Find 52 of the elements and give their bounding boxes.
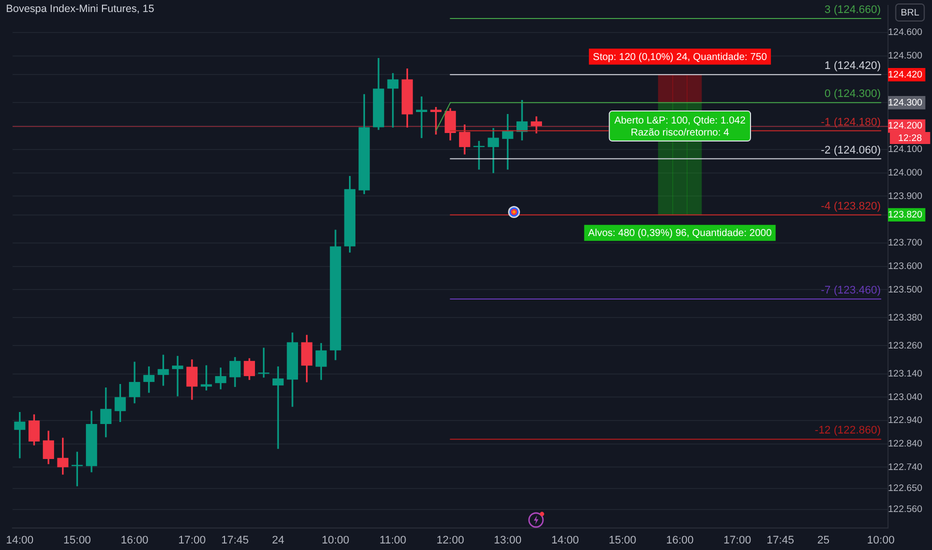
y-tick-label: 122.940 xyxy=(888,415,922,426)
y-tick-label: 123.600 xyxy=(888,260,922,272)
series-label: 3 (124.660) xyxy=(824,4,881,16)
text: 12:28 xyxy=(898,133,922,144)
y-tick-label: 123.700 xyxy=(888,238,922,249)
y-tick-label: 123.500 xyxy=(888,284,922,296)
x-tick-label: 12:00 xyxy=(436,534,464,547)
y-tick-label: 123.260 xyxy=(888,340,922,352)
y-tick-label: 123.040 xyxy=(888,392,922,403)
y-tick-label: 124.000 xyxy=(888,167,922,178)
series-label: -4 (123.820) xyxy=(820,200,881,212)
x-tick-label: 25 xyxy=(817,534,830,547)
x-tick-label: 15:00 xyxy=(63,534,91,547)
y-tick-label: 124.500 xyxy=(888,50,922,62)
y-tick-label: 124.420 xyxy=(888,69,922,80)
y-tick-label: 124.300 xyxy=(888,97,922,108)
y-tick-label: 122.740 xyxy=(888,462,922,473)
series-label: -7 (123.460) xyxy=(820,284,881,297)
x-tick-label: 16:00 xyxy=(120,534,148,547)
x-tick-label: 15:00 xyxy=(608,534,636,547)
y-tick-label: 124.600 xyxy=(888,27,922,38)
annotation: Aberto L&P: 100, Qtde: 1.042 Razão risco/retorno: 4 xyxy=(614,115,746,138)
y-axis-title: BRL xyxy=(900,8,920,19)
x-tick-label: 10:00 xyxy=(322,534,350,547)
x-tick-label: 17:00 xyxy=(178,534,206,547)
series-label: -2 (124.060) xyxy=(820,144,881,156)
y-tick-label: 123.820 xyxy=(888,209,922,220)
chart-title: Bovespa Index-Mini Futures, 15 xyxy=(6,3,154,16)
y-tick-label: 123.140 xyxy=(888,368,922,380)
series-label: 0 (124.300) xyxy=(824,88,881,100)
x-tick-label: 24 xyxy=(272,534,284,547)
x-tick-label: 17:00 xyxy=(724,534,752,547)
series-label: -1 (124.180) xyxy=(820,116,881,128)
x-tick-label: 17:45 xyxy=(221,534,249,547)
y-tick-label: 123.380 xyxy=(888,312,922,324)
y-tick-label: 122.560 xyxy=(888,504,922,515)
series-label: 1 (124.420) xyxy=(824,60,881,72)
series-label: -12 (122.860) xyxy=(814,424,881,437)
y-tick-label: 124.200 xyxy=(888,120,922,132)
x-tick-label: 10:00 xyxy=(867,534,895,547)
y-tick-label: 122.650 xyxy=(888,482,922,494)
series-label: Alvos: 480 (0,39%) 96, Quantidade: 2000 xyxy=(588,228,772,240)
y-tick-label: 124.100 xyxy=(888,144,922,156)
y-tick-label: 122.840 xyxy=(888,438,922,450)
x-tick-label: 14:00 xyxy=(551,534,579,547)
x-tick-label: 13:00 xyxy=(494,534,522,547)
series-label: Stop: 120 (0,10%) 24, Quantidade: 750 xyxy=(592,52,768,63)
x-tick-label: 17:45 xyxy=(766,534,794,547)
y-tick-label: 123.900 xyxy=(888,190,922,202)
x-tick-label: 14:00 xyxy=(6,534,34,547)
x-tick-label: 11:00 xyxy=(380,534,406,547)
x-tick-label: 16:00 xyxy=(666,534,694,547)
